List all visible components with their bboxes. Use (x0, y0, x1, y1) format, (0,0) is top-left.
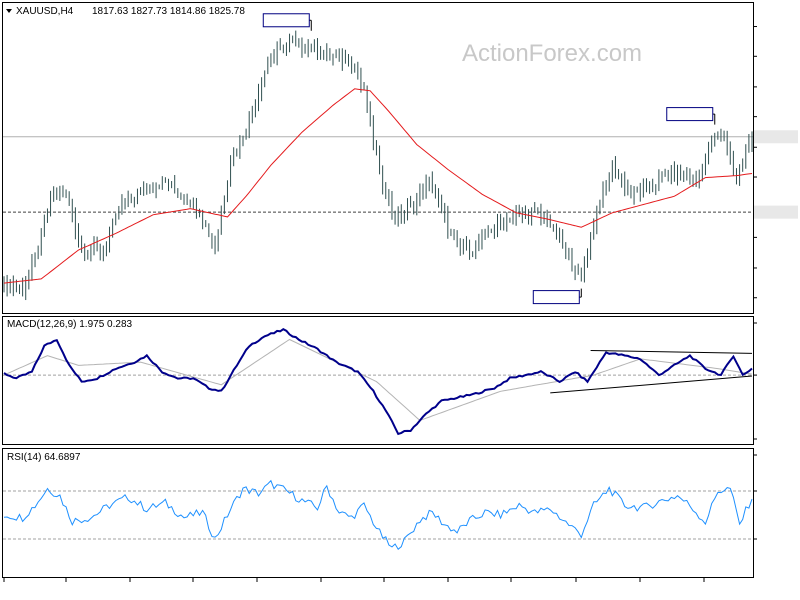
level-price-box (754, 205, 798, 219)
rsi-panel-frame (2, 448, 754, 578)
rsi-lines (3, 479, 753, 550)
rsi-label: RSI(14) 64.6897 (7, 452, 81, 463)
macd-lines (3, 328, 753, 436)
symbol-label: XAUUSD,H4 (16, 6, 74, 17)
price-annotations (262, 13, 716, 305)
macd-trendline (590, 349, 753, 354)
macd-signal-line (3, 338, 753, 421)
candles (3, 30, 753, 301)
macd-label: MACD(12,26,9) 1.975 0.283 (7, 319, 133, 330)
ma-line (3, 88, 753, 284)
annotation-box (666, 107, 714, 122)
annotation-box (262, 13, 310, 28)
price-axis (753, 26, 798, 299)
price-levels (3, 136, 753, 213)
watermark: ActionForex.com (462, 40, 642, 67)
macd-line (3, 328, 753, 436)
macd-trendline (550, 375, 753, 394)
time-axis (3, 578, 705, 582)
ohlc-label: 1817.63 1827.73 1814.86 1825.78 (92, 6, 245, 17)
current-price-box (754, 130, 798, 144)
rsi-axis (753, 454, 757, 540)
panel-dropdown-icon[interactable] (6, 9, 12, 13)
macd-panel-frame (2, 316, 754, 445)
price-panel-frame (2, 2, 754, 314)
annotation-box (532, 290, 580, 305)
rsi-line (3, 479, 753, 550)
macd-axis (753, 322, 757, 440)
moving-average (3, 88, 753, 284)
